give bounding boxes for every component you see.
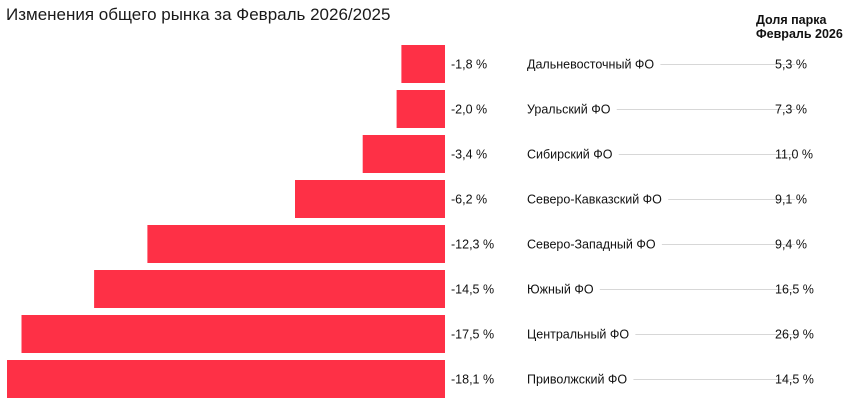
bar [21,315,445,353]
category-label-backing [525,146,619,162]
park-share-header-line2: Февраль 2026 [756,27,843,41]
bar [396,90,445,128]
category-label: Дальневосточный ФО [527,58,654,72]
category-label: Северо-Кавказский ФО [527,193,662,207]
category-label-backing [525,191,669,207]
value-label: -18,1 % [451,373,494,387]
value-label: -17,5 % [451,328,494,342]
park-share-label: 7,3 % [775,103,807,117]
bar [295,180,445,218]
park-share-label: 11,0 % [775,148,813,162]
park-share-label: 14,5 % [775,373,814,387]
bar [362,135,445,173]
category-label: Северо-Западный ФО [527,238,656,252]
bar [7,360,445,398]
bar [94,270,445,308]
category-label: Южный ФО [527,283,594,297]
park-share-header-line1: Доля парка [756,13,827,27]
value-label: -1,8 % [451,58,487,72]
park-share-label: 16,5 % [775,283,814,297]
park-share-label: 26,9 % [775,328,814,342]
park-share-label: 9,4 % [775,238,807,252]
category-label-backing [525,236,662,252]
category-label-backing [525,56,661,72]
value-label: -14,5 % [451,283,494,297]
category-label: Центральный ФО [527,328,629,342]
park-share-header: Доля парка Февраль 2026 [756,13,843,41]
category-label: Сибирский ФО [527,148,613,162]
category-label-backing [525,326,636,342]
bar [401,45,445,83]
category-label-backing [525,371,634,387]
park-share-label: 9,1 % [775,193,807,207]
bar [147,225,445,263]
category-label-backing [525,101,617,117]
category-label: Уральский ФО [527,103,611,117]
value-label: -12,3 % [451,238,494,252]
value-label: -6,2 % [451,193,487,207]
category-label: Приволжский ФО [527,373,627,387]
category-label-backing [525,281,600,297]
value-label: -2,0 % [451,103,487,117]
park-share-label: 5,3 % [775,58,807,72]
value-label: -3,4 % [451,148,487,162]
chart-title: Изменения общего рынка за Февраль 2026/2… [6,5,391,24]
